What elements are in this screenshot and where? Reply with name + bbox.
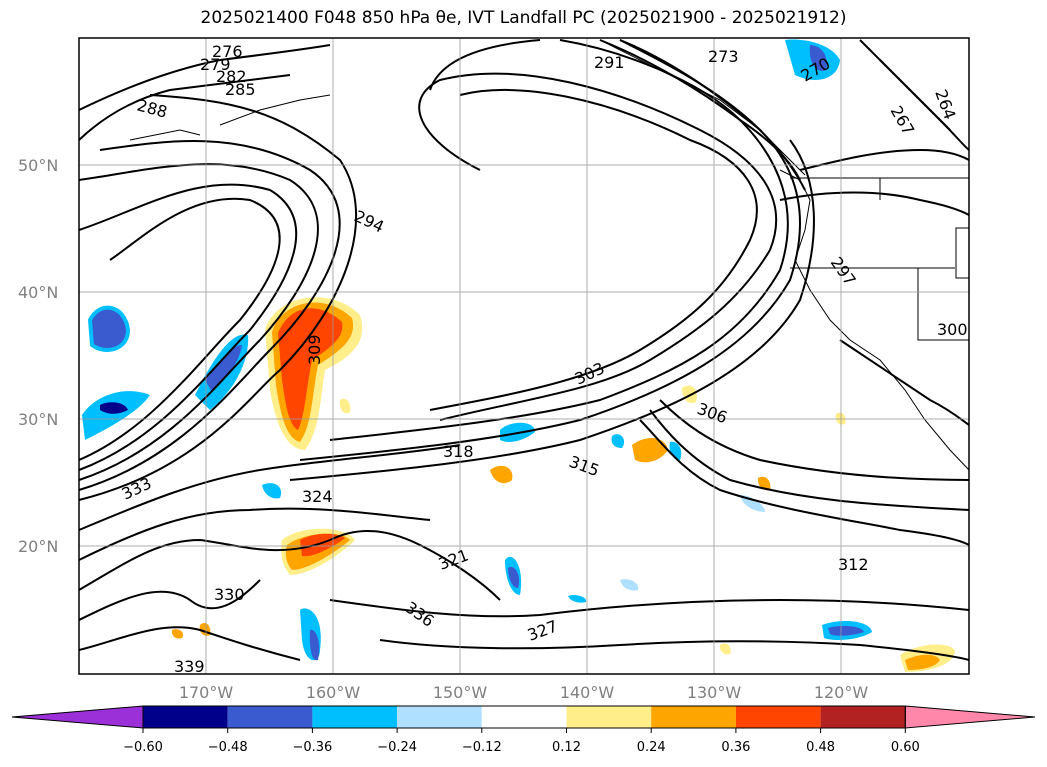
colorbar-tick-label: 0.36 bbox=[721, 740, 750, 755]
colorbar: −0.60 −0.48 −0.36 −0.24 −0.12 0.12 0.24 0.36 0.4… bbox=[11, 705, 1036, 755]
colorbar-segment bbox=[397, 706, 482, 728]
contour-label-309: 309 bbox=[305, 334, 324, 365]
colorbar-segment bbox=[566, 706, 652, 728]
colorbar-segment bbox=[227, 706, 313, 728]
contour-label-300: 300 bbox=[937, 320, 968, 339]
colorbar-segment bbox=[735, 706, 821, 728]
colorbar-extend-low bbox=[11, 705, 144, 729]
longitude-ticks: 170°W 160°W 150°W 140°W 130°W 120°W bbox=[179, 683, 869, 702]
colorbar-segment bbox=[820, 706, 906, 728]
colorbar-segment bbox=[312, 706, 398, 728]
map-border bbox=[78, 37, 970, 675]
contour-label-273: 273 bbox=[708, 47, 739, 66]
colorbar-tick-label: 0.60 bbox=[891, 740, 920, 755]
lon-tick-120w: 120°W bbox=[814, 683, 869, 702]
lon-tick-170w: 170°W bbox=[179, 683, 234, 702]
colorbar-tick-label: 0.12 bbox=[552, 740, 581, 755]
lat-tick-30n: 30°N bbox=[18, 410, 58, 429]
lon-tick-150w: 150°W bbox=[433, 683, 488, 702]
colorbar-border bbox=[142, 705, 906, 729]
map-panel bbox=[79, 38, 969, 674]
contour-label-285: 285 bbox=[225, 80, 256, 99]
contour-label-324: 324 bbox=[302, 487, 333, 506]
colorbar-tick-label: −0.12 bbox=[462, 740, 502, 755]
positive-shading bbox=[171, 297, 955, 672]
lat-tick-50n: 50°N bbox=[18, 156, 58, 175]
colorbar-tick-label: 0.48 bbox=[806, 740, 835, 755]
map-title: 2025021400 F048 850 hPa θe, IVT Landfall… bbox=[200, 8, 847, 28]
contour-label-339: 339 bbox=[174, 657, 205, 676]
colorbar-tick-label: −0.36 bbox=[292, 740, 332, 755]
contour-label-330: 330 bbox=[214, 585, 245, 604]
contour-label-276: 276 bbox=[212, 42, 243, 61]
latitude-ticks: 50°N 40°N 30°N 20°N bbox=[18, 156, 58, 556]
lon-tick-140w: 140°W bbox=[560, 683, 615, 702]
colorbar-tick-label: −0.60 bbox=[123, 740, 163, 755]
lon-tick-130w: 130°W bbox=[687, 683, 742, 702]
colorbar-segment bbox=[481, 706, 567, 728]
contour-label-312: 312 bbox=[838, 555, 869, 574]
colorbar-extend-high bbox=[904, 705, 1036, 729]
colorbar-tick-label: 0.24 bbox=[637, 740, 666, 755]
graticule bbox=[79, 38, 969, 674]
lon-tick-160w: 160°W bbox=[306, 683, 361, 702]
lat-tick-20n: 20°N bbox=[18, 537, 58, 556]
theta-e-contours bbox=[78, 39, 970, 661]
colorbar-segment bbox=[143, 706, 228, 728]
contour-label-279: 279 bbox=[200, 55, 231, 74]
colorbar-segment bbox=[651, 706, 736, 728]
colorbar-tick-label: −0.48 bbox=[208, 740, 248, 755]
contour-label-282: 282 bbox=[216, 67, 247, 86]
lat-tick-40n: 40°N bbox=[18, 283, 58, 302]
contour-label-318: 318 bbox=[443, 442, 474, 461]
negative-shading bbox=[82, 39, 872, 661]
contour-label-291: 291 bbox=[594, 53, 625, 72]
colorbar-tick-label: −0.24 bbox=[377, 740, 417, 755]
